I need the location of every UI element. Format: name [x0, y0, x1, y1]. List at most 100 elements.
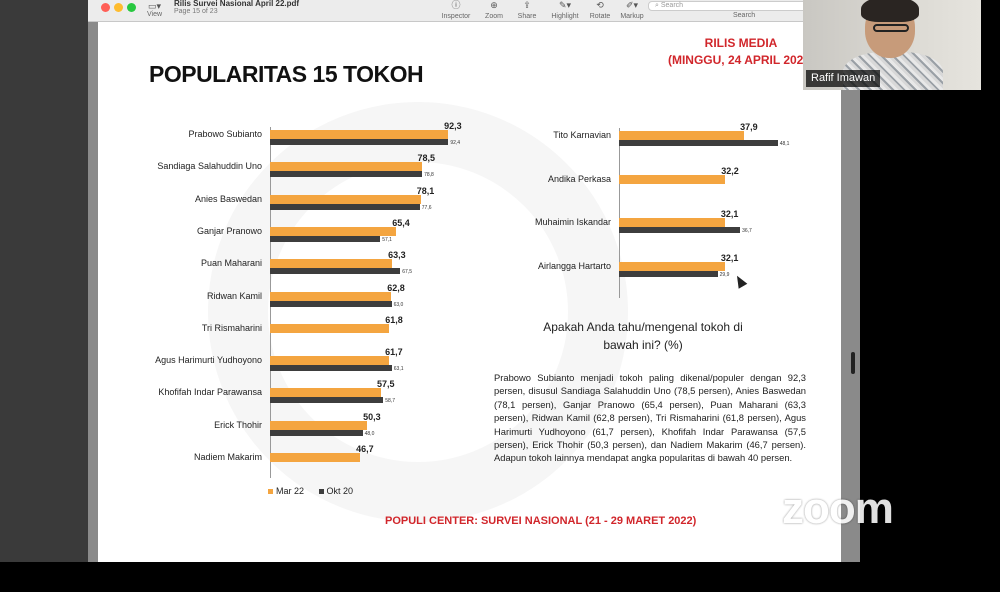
info-icon: ⓘ — [451, 0, 461, 10]
value-label-okt20-agus-harimurti-yudhoyono: 63,1 — [393, 366, 404, 373]
bar-mar22-muhaimin-iskandar — [619, 218, 725, 227]
search-icon: ⌕ — [655, 2, 661, 9]
participant-hair — [861, 0, 919, 22]
value-label-okt20-ridwan-kamil: 63,0 — [393, 301, 404, 308]
bar-mar22-puan-maharani — [270, 259, 393, 269]
vertical-scrollbar[interactable] — [851, 352, 855, 374]
source-footer: POPULI CENTER: SURVEI NASIONAL (21 - 29 … — [385, 515, 697, 527]
value-label-mar22-prabowo-subianto: 92,3 — [444, 121, 462, 131]
share-button[interactable]: ⇪ Share — [507, 0, 547, 21]
value-label-mar22-ganjar-pranowo: 65,4 — [392, 217, 410, 228]
value-label-okt20-muhaimin-iskandar: 36,7 — [742, 228, 752, 234]
legend-item-okt20: Okt 20 — [318, 486, 353, 496]
bar-mar22-prabowo-subianto — [270, 130, 449, 139]
bar-okt20-ganjar-pranowo — [270, 235, 381, 242]
value-label-okt20-erick-thohir: 48,0 — [364, 430, 375, 437]
value-label-okt20-prabowo-subianto: 92,4 — [450, 140, 461, 146]
participant-video[interactable]: Rafif Imawan — [803, 0, 981, 90]
minimize-window-button[interactable] — [114, 3, 123, 12]
value-label-okt20-ganjar-pranowo: 57,1 — [382, 236, 392, 243]
document-viewer[interactable]: POPULARITAS 15 TOKOH RILIS MEDIA (MINGGU… — [88, 22, 860, 562]
fullscreen-window-button[interactable] — [127, 3, 136, 12]
bar-mar22-khofifah-indar-parawansa — [270, 388, 381, 398]
release-date: (MINGGU, 24 APRIL 2022) — [667, 53, 815, 67]
value-label-mar22-nadiem-makarim: 46,7 — [356, 444, 374, 454]
bar-okt20-khofifah-indar-parawansa — [270, 397, 384, 404]
category-label-anies-baswedan: Anies Baswedan — [194, 193, 262, 204]
bar-okt20-muhaimin-iskandar — [619, 227, 741, 233]
value-label-mar22-tito-karnavian: 37,9 — [740, 122, 758, 132]
sidebar-view-icon[interactable]: ▭▾ — [148, 1, 162, 11]
bar-mar22-airlangga-hartarto — [619, 261, 725, 271]
zoom-bottom-bar — [0, 562, 1000, 592]
bar-okt20-prabowo-subianto — [270, 139, 449, 145]
participant-glasses — [873, 24, 909, 32]
release-label: RILIS MEDIA — [704, 36, 778, 50]
share-icon: ⇪ — [523, 0, 531, 10]
zoom-button[interactable]: ⊕ Zoom — [474, 0, 514, 21]
value-label-okt20-sandiaga-salahuddin-uno: 78,8 — [424, 172, 434, 179]
value-label-mar22-airlangga-hartarto: 32,1 — [720, 252, 739, 263]
value-label-okt20-anies-baswedan: 77,6 — [421, 204, 432, 211]
rotate-icon: ⟲ — [596, 0, 604, 10]
category-label-muhaimin-iskandar: Muhaimin Iskandar — [534, 217, 611, 227]
zoom-icon: ⊕ — [490, 0, 498, 10]
category-label-sandiaga-salahuddin-uno: Sandiaga Salahuddin Uno — [157, 161, 262, 172]
value-label-okt20-puan-maharani: 67,5 — [402, 269, 412, 276]
category-label-tri-rismaharini: Tri Rismaharini — [201, 322, 262, 333]
category-label-ridwan-kamil: Ridwan Kamil — [206, 290, 262, 301]
category-label-erick-thohir: Erick Thohir — [214, 419, 262, 430]
chart-legend: Mar 22 Okt 20 — [268, 486, 353, 496]
slide-title: POPULARITAS 15 TOKOH — [149, 61, 424, 87]
bar-mar22-ridwan-kamil — [270, 291, 392, 301]
bar-mar22-anies-baswedan — [270, 194, 421, 204]
bar-mar22-sandiaga-salahuddin-uno — [270, 162, 422, 172]
bar-mar22-nadiem-makarim — [270, 453, 361, 462]
value-label-mar22-khofifah-indar-parawansa: 57,5 — [376, 379, 395, 390]
category-label-tito-karnavian: Tito Karnavian — [553, 130, 611, 140]
bar-okt20-agus-harimurti-yudhoyono — [270, 365, 392, 372]
bar-mar22-andika-perkasa — [619, 174, 726, 184]
category-label-prabowo-subianto: Prabowo Subianto — [188, 129, 262, 139]
bar-mar22-tri-rismaharini — [270, 323, 390, 333]
survey-question: Apakah Anda tahu/mengenal tokoh di bawah… — [543, 320, 743, 352]
legend-item-mar22: Mar 22 — [268, 486, 304, 496]
value-label-okt20-tito-karnavian: 48,1 — [779, 141, 790, 147]
value-label-mar22-sandiaga-salahuddin-uno: 78,5 — [417, 153, 436, 164]
value-label-mar22-ridwan-kamil: 62,8 — [387, 282, 405, 293]
markup-button[interactable]: ✐▾ Markup — [612, 0, 652, 21]
slide-page: POPULARITAS 15 TOKOH RILIS MEDIA (MINGGU… — [98, 22, 841, 562]
legend-swatch-mar22 — [268, 489, 273, 495]
value-label-okt20-airlangga-hartarto: 29,9 — [719, 271, 730, 278]
category-label-nadiem-makarim: Nadiem Makarim — [193, 452, 262, 462]
category-label-andika-perkasa: Andika Perkasa — [547, 173, 611, 184]
preview-toolbar: ▭▾ View Rilis Survei Nasional April 22.p… — [88, 0, 860, 22]
page-indicator: Page 15 of 23 — [174, 8, 218, 15]
value-label-mar22-andika-perkasa: 32,2 — [721, 165, 739, 176]
value-label-mar22-erick-thohir: 50,3 — [363, 411, 381, 422]
bar-okt20-anies-baswedan — [270, 203, 420, 210]
category-label-agus-harimurti-yudhoyono: Agus Harimurti Yudhoyono — [155, 355, 262, 366]
bar-okt20-puan-maharani — [270, 268, 401, 275]
bar-okt20-ridwan-kamil — [270, 300, 392, 307]
rotate-button[interactable]: ⟲ Rotate — [580, 0, 620, 21]
screen-share-area: ▭▾ View Rilis Survei Nasional April 22.p… — [0, 0, 860, 562]
chart-axis-line — [619, 128, 620, 298]
view-label: View — [147, 11, 163, 18]
value-label-okt20-khofifah-indar-parawansa: 58,7 — [385, 398, 396, 405]
document-title: Rilis Survei Nasional April 22.pdf — [174, 0, 300, 8]
summary-paragraph: Prabowo Subianto menjadi tokoh paling di… — [494, 372, 806, 464]
bar-mar22-agus-harimurti-yudhoyono — [270, 356, 390, 366]
release-info: RILIS MEDIA (MINGGU, 24 APRIL 2022) — [641, 35, 841, 69]
value-label-mar22-muhaimin-iskandar: 32,1 — [720, 209, 739, 219]
close-window-button[interactable] — [101, 3, 110, 12]
inspector-button[interactable]: ⓘ Inspector — [436, 0, 476, 21]
value-label-mar22-puan-maharani: 63,3 — [388, 250, 406, 261]
bar-mar22-erick-thohir — [270, 420, 368, 430]
value-label-mar22-agus-harimurti-yudhoyono: 61,7 — [385, 347, 403, 358]
zoom-watermark-logo: zoom — [782, 484, 894, 533]
category-label-ganjar-pranowo: Ganjar Pranowo — [196, 225, 262, 236]
category-label-puan-maharani: Puan Maharani — [200, 258, 262, 269]
highlight-button[interactable]: ✎▾ Highlight — [545, 0, 585, 21]
